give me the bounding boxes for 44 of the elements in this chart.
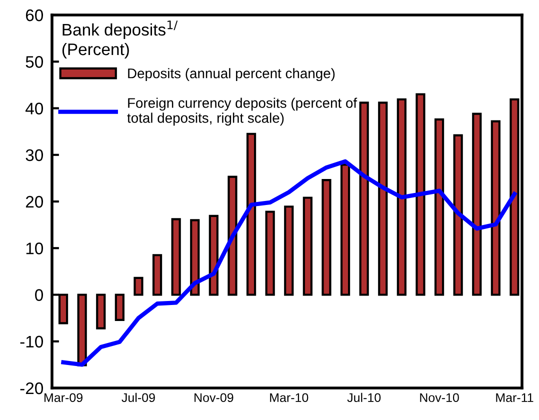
bar [378, 102, 388, 296]
bar [340, 164, 350, 296]
bar [134, 276, 144, 296]
x-tick-label: Mar-09 [44, 393, 82, 402]
x-tick-label: Mar-11 [496, 393, 534, 402]
bar [284, 206, 294, 296]
bar [472, 112, 482, 296]
bar [490, 120, 500, 296]
bar [228, 176, 238, 296]
bar [96, 294, 106, 330]
bar [265, 210, 275, 296]
x-tick-label: Jul-10 [347, 392, 381, 402]
y-tick-label: 30 [26, 149, 44, 162]
x-tick-label: Mar-10 [270, 393, 308, 402]
y-tick-label: -10 [20, 336, 44, 348]
bar [77, 294, 87, 366]
chart-title: Bank deposits$^{1/}$ [62, 20, 178, 39]
bar [453, 134, 463, 296]
bar [359, 102, 369, 296]
bar [302, 196, 312, 296]
y-tick-label: 60 [26, 9, 44, 22]
y-tick-label: 50 [26, 56, 44, 68]
y-tick-label: 40 [26, 102, 44, 114]
bar [322, 179, 332, 296]
bar [171, 218, 181, 296]
bar [246, 132, 256, 296]
line-series [61, 159, 517, 367]
y-tick-label: 10 [26, 242, 44, 254]
x-tick-label: Jul-09 [122, 392, 155, 402]
text: (Percent) [62, 42, 129, 59]
y-tick-label: 20 [26, 196, 44, 208]
bar [114, 294, 124, 321]
bar [434, 118, 444, 296]
legend-label: Foreign currency deposits (percent of total deposits, right scale) [127, 98, 358, 126]
bar [190, 219, 200, 296]
x-tick-label: Nov-09 [194, 393, 234, 402]
bar [396, 98, 406, 296]
y-tick-label: 0 [35, 289, 44, 301]
x-tick-label: Nov-10 [420, 393, 459, 402]
y-tick-label: -20 [20, 382, 44, 394]
legend-label: Deposits (annual percent change) [128, 68, 335, 82]
bar [152, 254, 162, 296]
bar [416, 93, 426, 296]
bar [208, 214, 218, 296]
